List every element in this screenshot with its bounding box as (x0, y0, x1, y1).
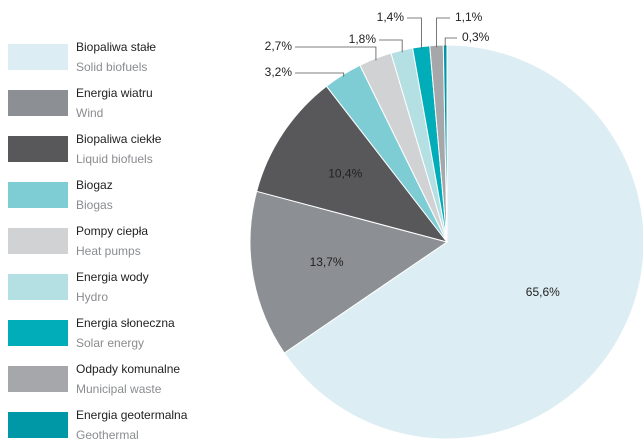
value-label: 10,4% (328, 167, 362, 181)
legend-label-en: Wind (76, 106, 103, 120)
leader-line (436, 17, 450, 48)
legend-label: Pompy ciepła (76, 224, 148, 238)
legend-label: Energia słoneczna (76, 316, 175, 330)
legend-swatch (8, 136, 68, 162)
legend-label-en: Solar energy (76, 336, 144, 350)
leader-line (295, 72, 345, 77)
value-label: 3,2% (265, 65, 293, 79)
value-label: 65,6% (526, 285, 560, 299)
legend-label: Energia geotermalna (76, 408, 188, 422)
legend-swatch (8, 90, 68, 116)
legend-label: Biopaliwa stałe (76, 40, 156, 54)
pie-slice (283, 44, 643, 440)
legend-label: Odpady komunalne (76, 362, 180, 376)
value-label: 13,7% (310, 255, 344, 269)
legend-label-en: Hydro (76, 290, 108, 304)
value-label: 1,1% (455, 10, 483, 24)
legend-swatch (8, 412, 68, 438)
value-label: 1,4% (377, 10, 405, 24)
legend-label-en: Municipal waste (76, 382, 162, 396)
legend-label-en: Biogas (76, 198, 113, 212)
legend-swatch (8, 228, 68, 254)
legend-swatch (8, 44, 68, 70)
value-label: 0,3% (462, 30, 490, 44)
leader-line (407, 17, 422, 49)
legend-label-en: Liquid biofuels (76, 152, 153, 166)
legend-swatch (8, 366, 68, 392)
legend-label: Energia wiatru (76, 86, 153, 100)
leader-line (379, 39, 403, 53)
legend-label-en: Geothermal (76, 428, 139, 442)
legend-swatch (8, 320, 68, 346)
legend-label: Biopaliwa ciekłe (76, 132, 162, 146)
legend-label-en: Heat pumps (76, 244, 141, 258)
pie-slice (256, 85, 449, 243)
legend-label: Biogaz (76, 178, 113, 192)
legend-label-en: Solid biofuels (76, 60, 147, 74)
leader-line (444, 37, 457, 48)
pie-slice (249, 190, 449, 354)
legend-label: Energia wody (76, 270, 149, 284)
leader-line (295, 46, 377, 61)
legend-swatch (8, 182, 68, 208)
value-label: 1,8% (349, 32, 377, 46)
legend-swatch (8, 274, 68, 300)
value-label: 2,7% (265, 39, 293, 53)
